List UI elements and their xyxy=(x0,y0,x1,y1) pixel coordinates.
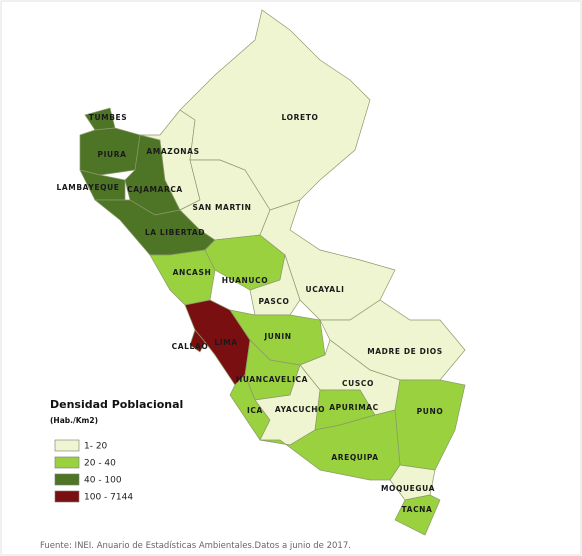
region-label: PIURA xyxy=(98,150,127,159)
region-label: TACNA xyxy=(402,505,433,514)
region-label: CAJAMARCA xyxy=(127,185,183,194)
region xyxy=(259,409,401,481)
region xyxy=(394,494,441,536)
region-label: PASCO xyxy=(259,297,290,306)
region-label: LIMA xyxy=(214,338,237,347)
legend-label: 100 - 7144 xyxy=(84,493,133,503)
legend: 1- 20 20 - 40 40 - 100 100 - 7144 xyxy=(54,439,133,503)
region-label: UCAYALI xyxy=(306,285,345,294)
legend-subtitle: (Hab./Km2) xyxy=(50,416,98,425)
region-label: MADRE DE DIOS xyxy=(367,347,443,356)
legend-swatch xyxy=(54,490,80,503)
region-label: LORETO xyxy=(282,113,319,122)
legend-label: 20 - 40 xyxy=(84,459,116,469)
region-label: AREQUIPA xyxy=(331,453,378,462)
region-label: ANCASH xyxy=(173,268,212,277)
region xyxy=(149,249,216,306)
region-label: JUNIN xyxy=(263,332,291,341)
regions xyxy=(79,9,466,536)
region-label: ICA xyxy=(247,406,263,415)
region-label: HUANCAVELICA xyxy=(236,375,308,384)
legend-swatch xyxy=(54,456,80,469)
region-label: LAMBAYEQUE xyxy=(57,183,120,192)
region-label: SAN MARTIN xyxy=(193,203,252,212)
source: Fuente: INEI. Anuario de Estadísticas Am… xyxy=(40,541,351,551)
region-label: PUNO xyxy=(417,407,444,416)
legend-title: Densidad Poblacional xyxy=(50,398,183,411)
region-label: HUANUCO xyxy=(222,276,268,285)
legend-label: 40 - 100 xyxy=(84,476,122,486)
region xyxy=(189,329,206,353)
region-label: APURIMAC xyxy=(329,403,379,412)
region xyxy=(79,169,126,201)
legend-label: 1- 20 xyxy=(84,442,108,452)
region-label: AYACUCHO xyxy=(275,405,325,414)
region-label: CUSCO xyxy=(342,379,374,388)
region-labels: TUMBES PIURA LAMBAYEQUE CAJAMARCA LA LIBERTA… xyxy=(57,113,444,514)
region-label: TUMBES xyxy=(89,113,128,122)
region-label: AMAZONAS xyxy=(146,147,199,156)
region-label: LA LIBERTAD xyxy=(145,228,205,237)
legend-swatch xyxy=(54,473,80,486)
region xyxy=(389,464,436,501)
region-label: CALLAO xyxy=(172,342,209,351)
region-label: MOQUEGUA xyxy=(381,484,435,493)
legend-swatch xyxy=(54,439,80,452)
